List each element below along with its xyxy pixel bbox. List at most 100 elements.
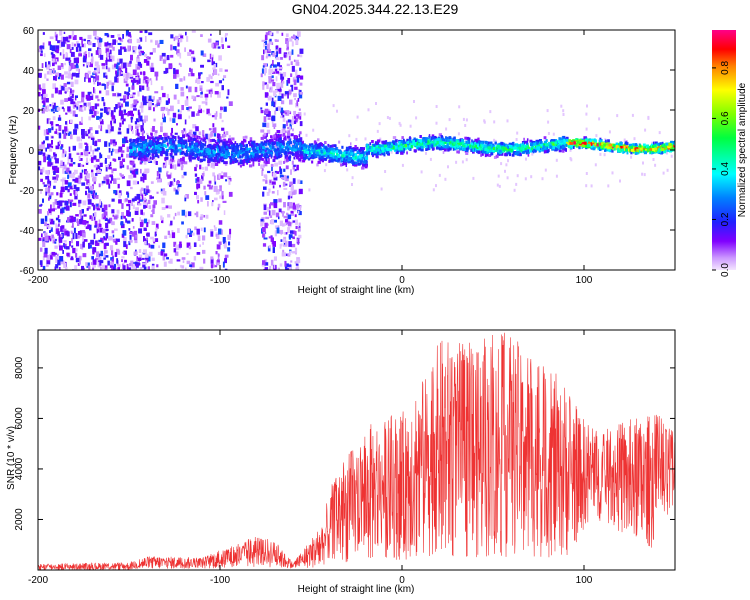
spectrogram-cell xyxy=(55,223,57,228)
spectrogram-cell xyxy=(83,52,87,56)
spectrogram-cell xyxy=(120,46,123,50)
spectrogram-cell xyxy=(161,207,166,210)
spectrogram-cell xyxy=(278,144,281,148)
spectrogram-cell xyxy=(97,42,102,48)
spectrogram-cell xyxy=(297,179,301,184)
spectrogram-cell xyxy=(287,93,289,99)
spectrogram-cell xyxy=(481,140,485,144)
spectrogram-cell xyxy=(72,110,76,117)
spectrogram-cell xyxy=(138,228,142,234)
spectrogram-cell xyxy=(267,170,271,174)
spectrogram-cell xyxy=(151,265,155,270)
spectrogram-cell xyxy=(89,244,92,249)
spectrogram-cell xyxy=(58,234,62,238)
spectrogram-cell xyxy=(53,76,57,81)
spectrogram-cell xyxy=(98,256,102,261)
spectrogram-cell xyxy=(263,82,268,85)
spectrogram-cell xyxy=(64,180,69,185)
spectrogram-cell xyxy=(65,167,70,173)
spectrogram-cell xyxy=(123,113,128,116)
spectrogram-cell xyxy=(294,169,297,172)
spectrogram-cell xyxy=(295,203,298,210)
spectrogram-cell xyxy=(92,190,96,195)
spectrogram-cell xyxy=(49,230,51,233)
spectrogram-cell xyxy=(136,66,141,70)
spectrogram-cell xyxy=(480,153,483,157)
spectrogram-cell xyxy=(71,73,73,80)
spectrogram-cell xyxy=(283,244,287,247)
spectrogram-cell xyxy=(185,194,189,199)
spectrogram-cell xyxy=(297,226,301,232)
spectrogram-cell xyxy=(483,119,486,123)
spectrogram-cell xyxy=(208,186,213,190)
spectrogram-cell xyxy=(53,153,57,157)
spectrogram-cell xyxy=(60,99,64,105)
spectrogram-cell xyxy=(170,163,172,169)
spectrogram-cell xyxy=(285,268,289,270)
spectrogram-cell xyxy=(138,51,142,57)
spectrogram-cell xyxy=(345,164,347,167)
spectrogram-cell xyxy=(86,262,90,268)
spectrogram-cell xyxy=(42,238,44,242)
spectrogram-cell xyxy=(49,148,53,152)
spectrogram-cell xyxy=(175,268,177,270)
spectrogram-cell xyxy=(283,187,288,190)
spectrogram-cell xyxy=(183,152,185,156)
spectrogram-cell xyxy=(191,95,195,99)
spectrogram-cell xyxy=(580,140,585,143)
spectrogram-cell xyxy=(72,233,75,240)
spectrogram-cell xyxy=(207,184,211,187)
spectrogram-cell xyxy=(39,247,43,252)
spectrogram-cell xyxy=(121,176,125,179)
spectrogram-cell xyxy=(52,105,55,109)
spectrogram-cell xyxy=(128,175,133,179)
spectrogram-cell xyxy=(106,51,109,57)
spectrogram-cell xyxy=(161,191,164,194)
spectrogram-cell xyxy=(201,173,205,177)
spectrogram-cell xyxy=(376,139,380,143)
spectrogram-cell xyxy=(210,75,213,80)
spectrogram-cell xyxy=(50,192,54,196)
spectrogram-cell xyxy=(44,73,47,79)
spectrogram-cell xyxy=(89,132,93,136)
spectrogram-cell xyxy=(266,43,270,50)
spectrogram-cell xyxy=(59,192,63,198)
spectrogram-cell xyxy=(114,252,118,257)
spectrogram-cell xyxy=(58,40,63,43)
spectrogram-cell xyxy=(142,212,145,216)
spectrogram-cell xyxy=(49,238,52,242)
spectrogram-cell xyxy=(226,131,229,136)
spectrogram-cell xyxy=(362,156,366,160)
spectrogram-cell xyxy=(516,174,519,178)
spectrogram-cell xyxy=(219,195,222,199)
spectrogram-cell xyxy=(355,137,358,141)
spectrogram-cell xyxy=(299,75,304,80)
spectrogram-cell xyxy=(203,227,206,233)
spectrogram-cell xyxy=(217,138,221,144)
spectrogram-cell xyxy=(295,225,298,229)
spectrogram-cell xyxy=(74,95,77,101)
spectrogram-cell xyxy=(75,95,78,98)
spectrogram-cell xyxy=(361,166,365,170)
spectrogram-cell xyxy=(171,230,174,234)
spectrogram-cell xyxy=(40,45,44,49)
spectrogram-cell xyxy=(170,44,173,51)
spectrogram-cell xyxy=(220,147,224,151)
spectrogram-cell xyxy=(383,147,388,151)
spectrogram-cell xyxy=(41,63,44,68)
spectrogram-cell xyxy=(603,153,606,157)
spectrogram-cell xyxy=(102,228,106,234)
spectrogram-cell xyxy=(264,262,269,266)
spectrogram-cell xyxy=(155,76,158,81)
spectrogram-cell xyxy=(75,258,78,263)
spectrogram-cell xyxy=(119,105,122,111)
spectrogram-cell xyxy=(465,118,468,122)
spectrogram-cell xyxy=(143,174,146,179)
spectrogram-cell xyxy=(215,232,220,235)
spectrogram-cell xyxy=(43,231,46,234)
spectrogram-cell xyxy=(109,42,113,48)
spectrogram-cell xyxy=(633,137,636,141)
spectrogram-cell xyxy=(278,216,280,220)
spectrogram-cell xyxy=(75,190,78,196)
spectrogram-cell xyxy=(69,109,73,114)
